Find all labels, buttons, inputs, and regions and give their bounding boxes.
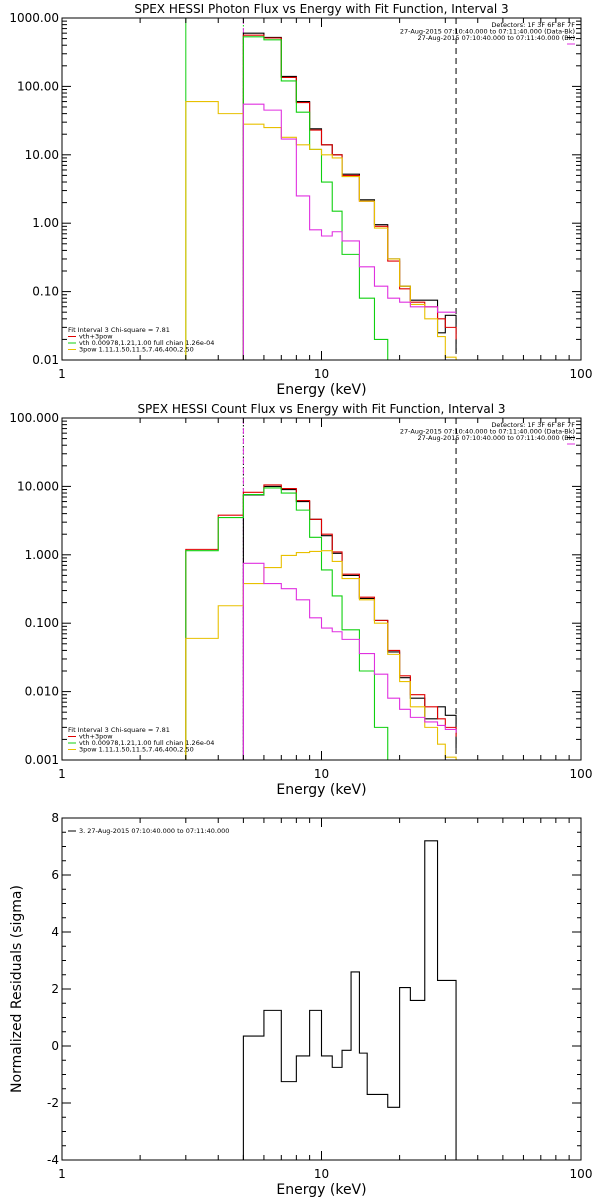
legend-entry-1: vth+3pow	[79, 333, 113, 341]
legend-entry-0: Fit Interval 3 Chi-square = 7.81	[68, 326, 170, 334]
x-tick-label: 100	[570, 367, 593, 381]
x-axis-label: Energy (keV)	[276, 782, 366, 798]
series-yellow-step	[185, 101, 457, 360]
header-line-0: Detectors: 1F 3F 6F 8F 7F	[491, 421, 575, 429]
y-tick-label: 1.00	[32, 216, 59, 230]
y-tick-label: 100.000	[9, 411, 59, 425]
legend-entry-2: vth 0.00978,1.21,1.00 full chian 1.26e-0…	[79, 739, 214, 747]
header-line-1: 27-Aug-2015 07:10:40.000 to 07:11:40.000…	[400, 28, 575, 36]
series-magenta-step	[242, 562, 457, 760]
x-tick-label: 10	[314, 367, 329, 381]
legend-entry-1: vth+3pow	[79, 733, 113, 741]
y-tick-label: -2	[47, 1096, 59, 1110]
x-tick-label: 10	[314, 1167, 329, 1181]
y-tick-label: 1.000	[25, 548, 59, 562]
y-tick-label: 0	[51, 1039, 59, 1053]
y-tick-label: 2	[51, 982, 59, 996]
chart-title: SPEX HESSI Count Flux vs Energy with Fit…	[137, 402, 505, 416]
header-line-1: 27-Aug-2015 07:10:40.000 to 07:11:40.000…	[400, 428, 575, 436]
x-tick-label: 10	[314, 767, 329, 781]
legend-entry-0: Fit Interval 3 Chi-square = 7.81	[68, 726, 170, 734]
x-axis-label: Energy (keV)	[276, 1182, 366, 1198]
y-tick-label: 0.01	[32, 353, 59, 367]
chart-title: SPEX HESSI Photon Flux vs Energy with Fi…	[134, 2, 508, 16]
header-line-2: 27-Aug-2015 07:10:40.000 to 07:11:40.000…	[418, 434, 575, 442]
count-flux-chart: SPEX HESSI Count Flux vs Energy with Fit…	[9, 402, 592, 798]
y-tick-label: 0.001	[25, 753, 59, 767]
x-axis-label: Energy (keV)	[276, 382, 366, 398]
legend-entry-0: 3. 27-Aug-2015 07:10:40.000 to 07:11:40.…	[79, 827, 229, 835]
series-red-step	[185, 484, 457, 760]
y-tick-label: 0.100	[25, 616, 59, 630]
legend-entry-2: vth 0.00978,1.21,1.00 full chian 1.26e-0…	[79, 339, 214, 347]
series-group	[185, 32, 457, 360]
x-tick-label: 1	[58, 1167, 66, 1181]
header-line-0: Detectors: 1F 3F 6F 8F 7F	[491, 21, 575, 29]
series-red-step	[242, 34, 457, 360]
y-axis-label: Normalized Residuals (sigma)	[9, 885, 25, 1093]
x-tick-label: 1	[58, 367, 66, 381]
y-tick-label: -4	[47, 1153, 59, 1167]
y-tick-label: 100.00	[17, 79, 59, 93]
legend-entry-3: 3pow 1.11,1.50,11.5,7.46,400,2.50	[79, 746, 194, 754]
y-tick-label: 10.00	[25, 148, 59, 162]
series-group	[185, 484, 457, 760]
legend-entry-3: 3pow 1.11,1.50,11.5,7.46,400,2.50	[79, 346, 194, 354]
y-tick-label: 4	[51, 925, 59, 939]
axes-frame	[61, 17, 582, 361]
residuals-chart: 1 10 100 Energy (keV) -4 -2 0 2 4 6 8 Normalized Re…	[9, 811, 592, 1198]
header-line-2: 27-Aug-2015 07:10:40.000 to 07:11:40.000…	[418, 34, 575, 42]
x-tick-label: 1	[58, 767, 66, 781]
y-tick-label: 10.000	[17, 479, 59, 493]
y-tick-label: 6	[51, 868, 59, 882]
series-green-step	[242, 36, 389, 360]
x-tick-label: 100	[570, 767, 593, 781]
x-tick-label: 100	[570, 1167, 593, 1181]
axes-frame	[61, 417, 582, 761]
series-black-step	[242, 32, 457, 360]
photon-flux-chart: SPEX HESSI Photon Flux vs Energy with Fi…	[9, 2, 592, 398]
series-black-step	[242, 485, 457, 760]
y-tick-label: 0.010	[25, 685, 59, 699]
axes-frame	[61, 817, 582, 1161]
series-magenta-step	[242, 103, 457, 360]
series-group	[242, 840, 457, 1160]
y-tick-label: 8	[51, 811, 59, 825]
series-black-step	[242, 840, 457, 1160]
y-tick-label: 1000.00	[9, 11, 59, 25]
series-yellow-step	[185, 550, 457, 760]
series-green-step	[185, 487, 389, 760]
y-tick-label: 0.10	[32, 285, 59, 299]
